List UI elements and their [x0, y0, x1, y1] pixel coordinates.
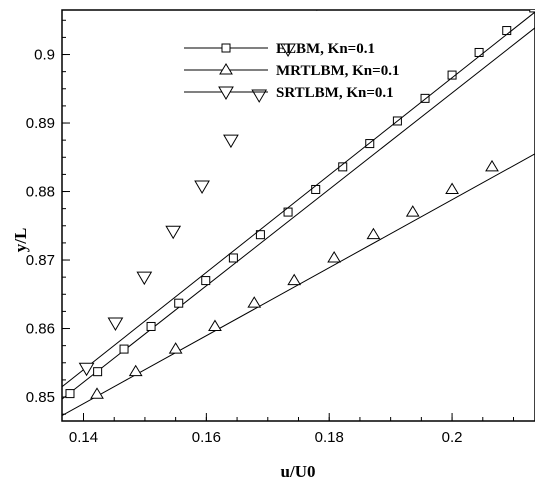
square-marker — [255, 230, 265, 240]
legend-item: SRTLBM, Kn=0.1 — [184, 85, 394, 101]
square-marker — [529, 10, 535, 13]
series-group — [62, 10, 535, 416]
square-marker — [338, 162, 348, 172]
triangle-up-marker — [485, 159, 499, 172]
square-marker — [146, 321, 156, 331]
y-tick-label: 0.87 — [26, 252, 55, 269]
triangle-down-marker — [223, 134, 239, 149]
series-line — [62, 27, 535, 400]
triangle-down-marker — [218, 86, 234, 100]
triangle-down-marker — [251, 89, 268, 103]
y-axis-title: y/L — [11, 228, 30, 253]
series-triangle-down — [62, 10, 535, 388]
legend: ELBM, Kn=0.1 MRTLBM, Kn=0.1 SRTLBM, Kn=0.1 — [184, 41, 399, 101]
legend-label: ELBM, Kn=0.1 — [276, 41, 375, 57]
y-tick-label: 0.86 — [26, 321, 55, 338]
triangle-down-marker — [280, 43, 296, 58]
y-tick-label: 0.9 — [34, 47, 55, 64]
x-tick-label: 0.18 — [315, 429, 344, 446]
x-axis-title: u/U0 — [281, 462, 316, 481]
legend-item: ELBM, Kn=0.1 — [184, 41, 375, 57]
triangle-up-marker — [247, 296, 262, 308]
square-marker — [93, 367, 103, 377]
triangle-down-marker — [316, 10, 318, 12]
triangle-up-marker — [287, 273, 302, 286]
triangle-down-marker — [165, 225, 182, 240]
x-tick-label: 0.2 — [442, 429, 463, 446]
triangle-down-marker — [136, 271, 153, 286]
triangle-down-marker — [194, 180, 210, 195]
square-marker — [474, 47, 484, 57]
square-marker — [502, 26, 512, 36]
triangle-up-marker — [208, 319, 222, 331]
x-tick-label: 0.14 — [69, 429, 98, 446]
triangle-up-marker — [90, 387, 104, 399]
triangle-down-marker — [78, 362, 95, 377]
square-marker — [65, 389, 75, 399]
triangle-up-marker — [219, 63, 233, 75]
triangle-up-marker — [168, 342, 183, 354]
y-tick-label: 0.85 — [26, 389, 55, 406]
triangle-down-marker — [107, 317, 124, 332]
x-tick-label: 0.16 — [192, 429, 221, 446]
y-tick-label: 0.89 — [26, 115, 55, 132]
legend-label: SRTLBM, Kn=0.1 — [276, 85, 394, 101]
triangle-up-marker — [445, 182, 459, 194]
series-line — [62, 11, 535, 388]
legend-item: MRTLBM, Kn=0.1 — [184, 63, 399, 79]
triangle-up-marker — [405, 205, 420, 217]
square-marker — [228, 253, 238, 263]
square-marker — [311, 184, 321, 194]
legend-label: MRTLBM, Kn=0.1 — [276, 63, 399, 79]
square-marker — [420, 93, 430, 103]
triangle-up-marker — [366, 227, 381, 240]
square-marker — [174, 298, 184, 308]
square-marker — [201, 276, 211, 286]
y-tick-label: 0.88 — [26, 184, 55, 201]
series-triangle-up — [62, 153, 535, 416]
triangle-up-marker — [128, 364, 143, 377]
triangle-up-marker — [327, 250, 342, 263]
square-marker — [221, 43, 231, 53]
axes: 0.14 0.16 0.18 0.2 0.85 0.86 0.87 0.88 0.89 0.9 — [26, 19, 514, 446]
square-marker — [119, 344, 129, 354]
